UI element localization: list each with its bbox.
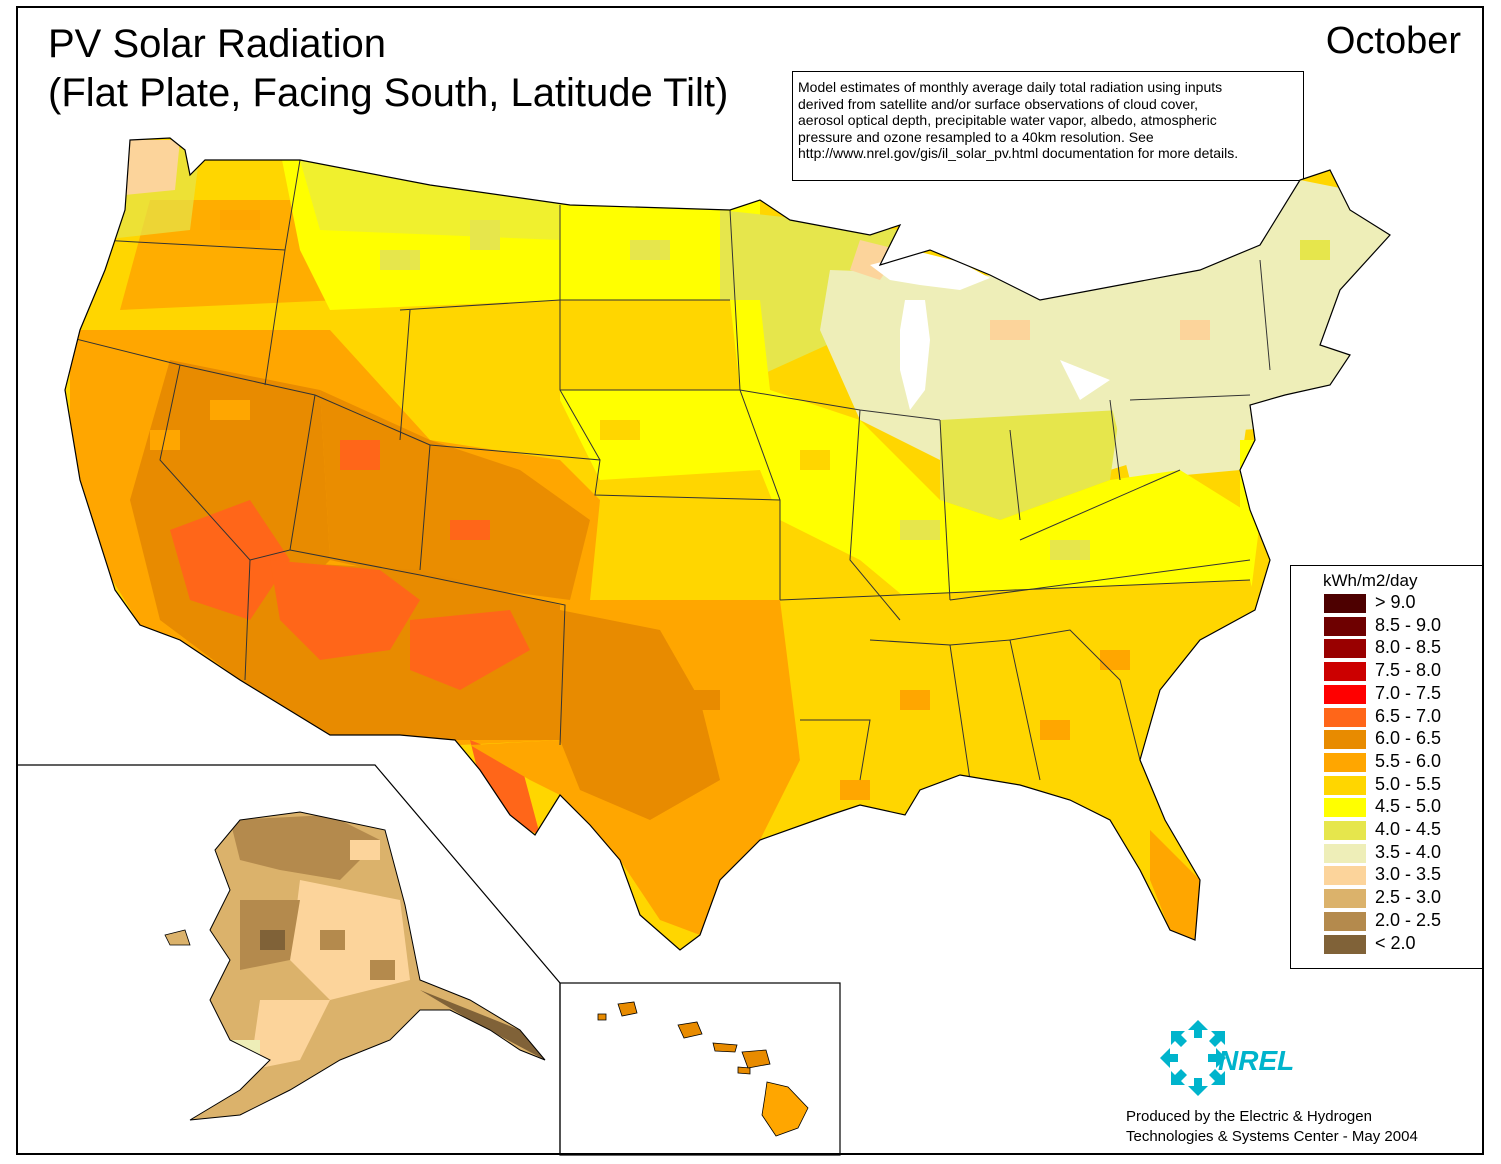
legend-label: 2.5 - 3.0 <box>1375 887 1442 908</box>
legend-swatch <box>1324 821 1366 840</box>
legend-label: 3.5 - 4.0 <box>1375 841 1442 862</box>
legend-label: 8.5 - 9.0 <box>1375 614 1442 635</box>
legend-swatch <box>1324 752 1366 772</box>
legend-swatch <box>1324 730 1366 750</box>
legend-label: 5.5 - 6.0 <box>1375 750 1442 771</box>
map-title-line1: PV Solar Radiation <box>48 22 386 66</box>
legend-label: 8.0 - 8.5 <box>1375 637 1442 658</box>
nrel-logo-text: NREL <box>1218 1045 1294 1076</box>
map-title: PV Solar Radiation (Flat Plate, Facing S… <box>48 20 728 118</box>
legend-label: 4.0 - 4.5 <box>1375 819 1442 839</box>
legend-label: 6.5 - 7.0 <box>1375 705 1442 726</box>
legend-swatch <box>1324 866 1366 886</box>
conus-outline <box>64 137 1391 951</box>
legend-label: 2.0 - 2.5 <box>1375 909 1442 930</box>
radiation-mosaic-cells <box>150 210 1330 800</box>
legend-swatch <box>1324 594 1366 613</box>
state-boundaries <box>65 159 1271 781</box>
nrel-arrows-icon <box>1160 1020 1226 1096</box>
alaska-island <box>164 929 191 946</box>
legend-label: 6.0 - 6.5 <box>1375 728 1442 749</box>
lake-superior <box>870 252 990 290</box>
methodology-note: Model estimates of monthly average daily… <box>792 71 1304 181</box>
hawaii-islands <box>597 1001 809 1137</box>
alaska-outline <box>189 811 546 1121</box>
conus-radiation-layer <box>65 138 1390 950</box>
legend-swatch <box>1324 684 1366 704</box>
hawaii-inset-border <box>559 982 841 1156</box>
lake-erie <box>1060 360 1110 400</box>
legend-swatch <box>1324 662 1366 682</box>
nrel-logo: NREL <box>1160 1020 1294 1096</box>
legend-label: 4.5 - 5.0 <box>1375 796 1442 817</box>
legend-label: 3.0 - 3.5 <box>1375 864 1442 885</box>
legend-title: kWh/m2/day <box>1323 571 1418 590</box>
legend-swatch <box>1324 798 1366 818</box>
month-label: October <box>1325 20 1461 62</box>
legend-swatch <box>1324 639 1366 659</box>
legend-swatch <box>1324 616 1366 636</box>
map-frame <box>16 6 1484 1155</box>
legend-label: 5.0 - 5.5 <box>1375 773 1442 794</box>
map-title-line2: (Flat Plate, Facing South, Latitude Tilt… <box>48 71 729 115</box>
legend-label: < 2.0 <box>1375 932 1416 953</box>
legend-label: 7.5 - 8.0 <box>1375 660 1442 681</box>
legend: kWh/m2/day > 9.0 8.5 - 9.0 8.0 - 8.5 7.5 - … <box>1290 565 1483 969</box>
legend-swatch <box>1324 934 1366 954</box>
legend-swatch <box>1324 843 1366 863</box>
legend-label: > 9.0 <box>1375 592 1416 612</box>
legend-swatch <box>1324 889 1366 909</box>
legend-label: 7.0 - 7.5 <box>1375 682 1442 703</box>
credits: Produced by the Electric & Hydrogen Tech… <box>1126 1108 1418 1145</box>
legend-swatch <box>1324 911 1366 931</box>
legend-swatch <box>1324 707 1366 727</box>
lake-michigan <box>900 300 930 410</box>
legend-swatch <box>1324 775 1366 795</box>
alaska-radiation-layer <box>190 812 545 1120</box>
